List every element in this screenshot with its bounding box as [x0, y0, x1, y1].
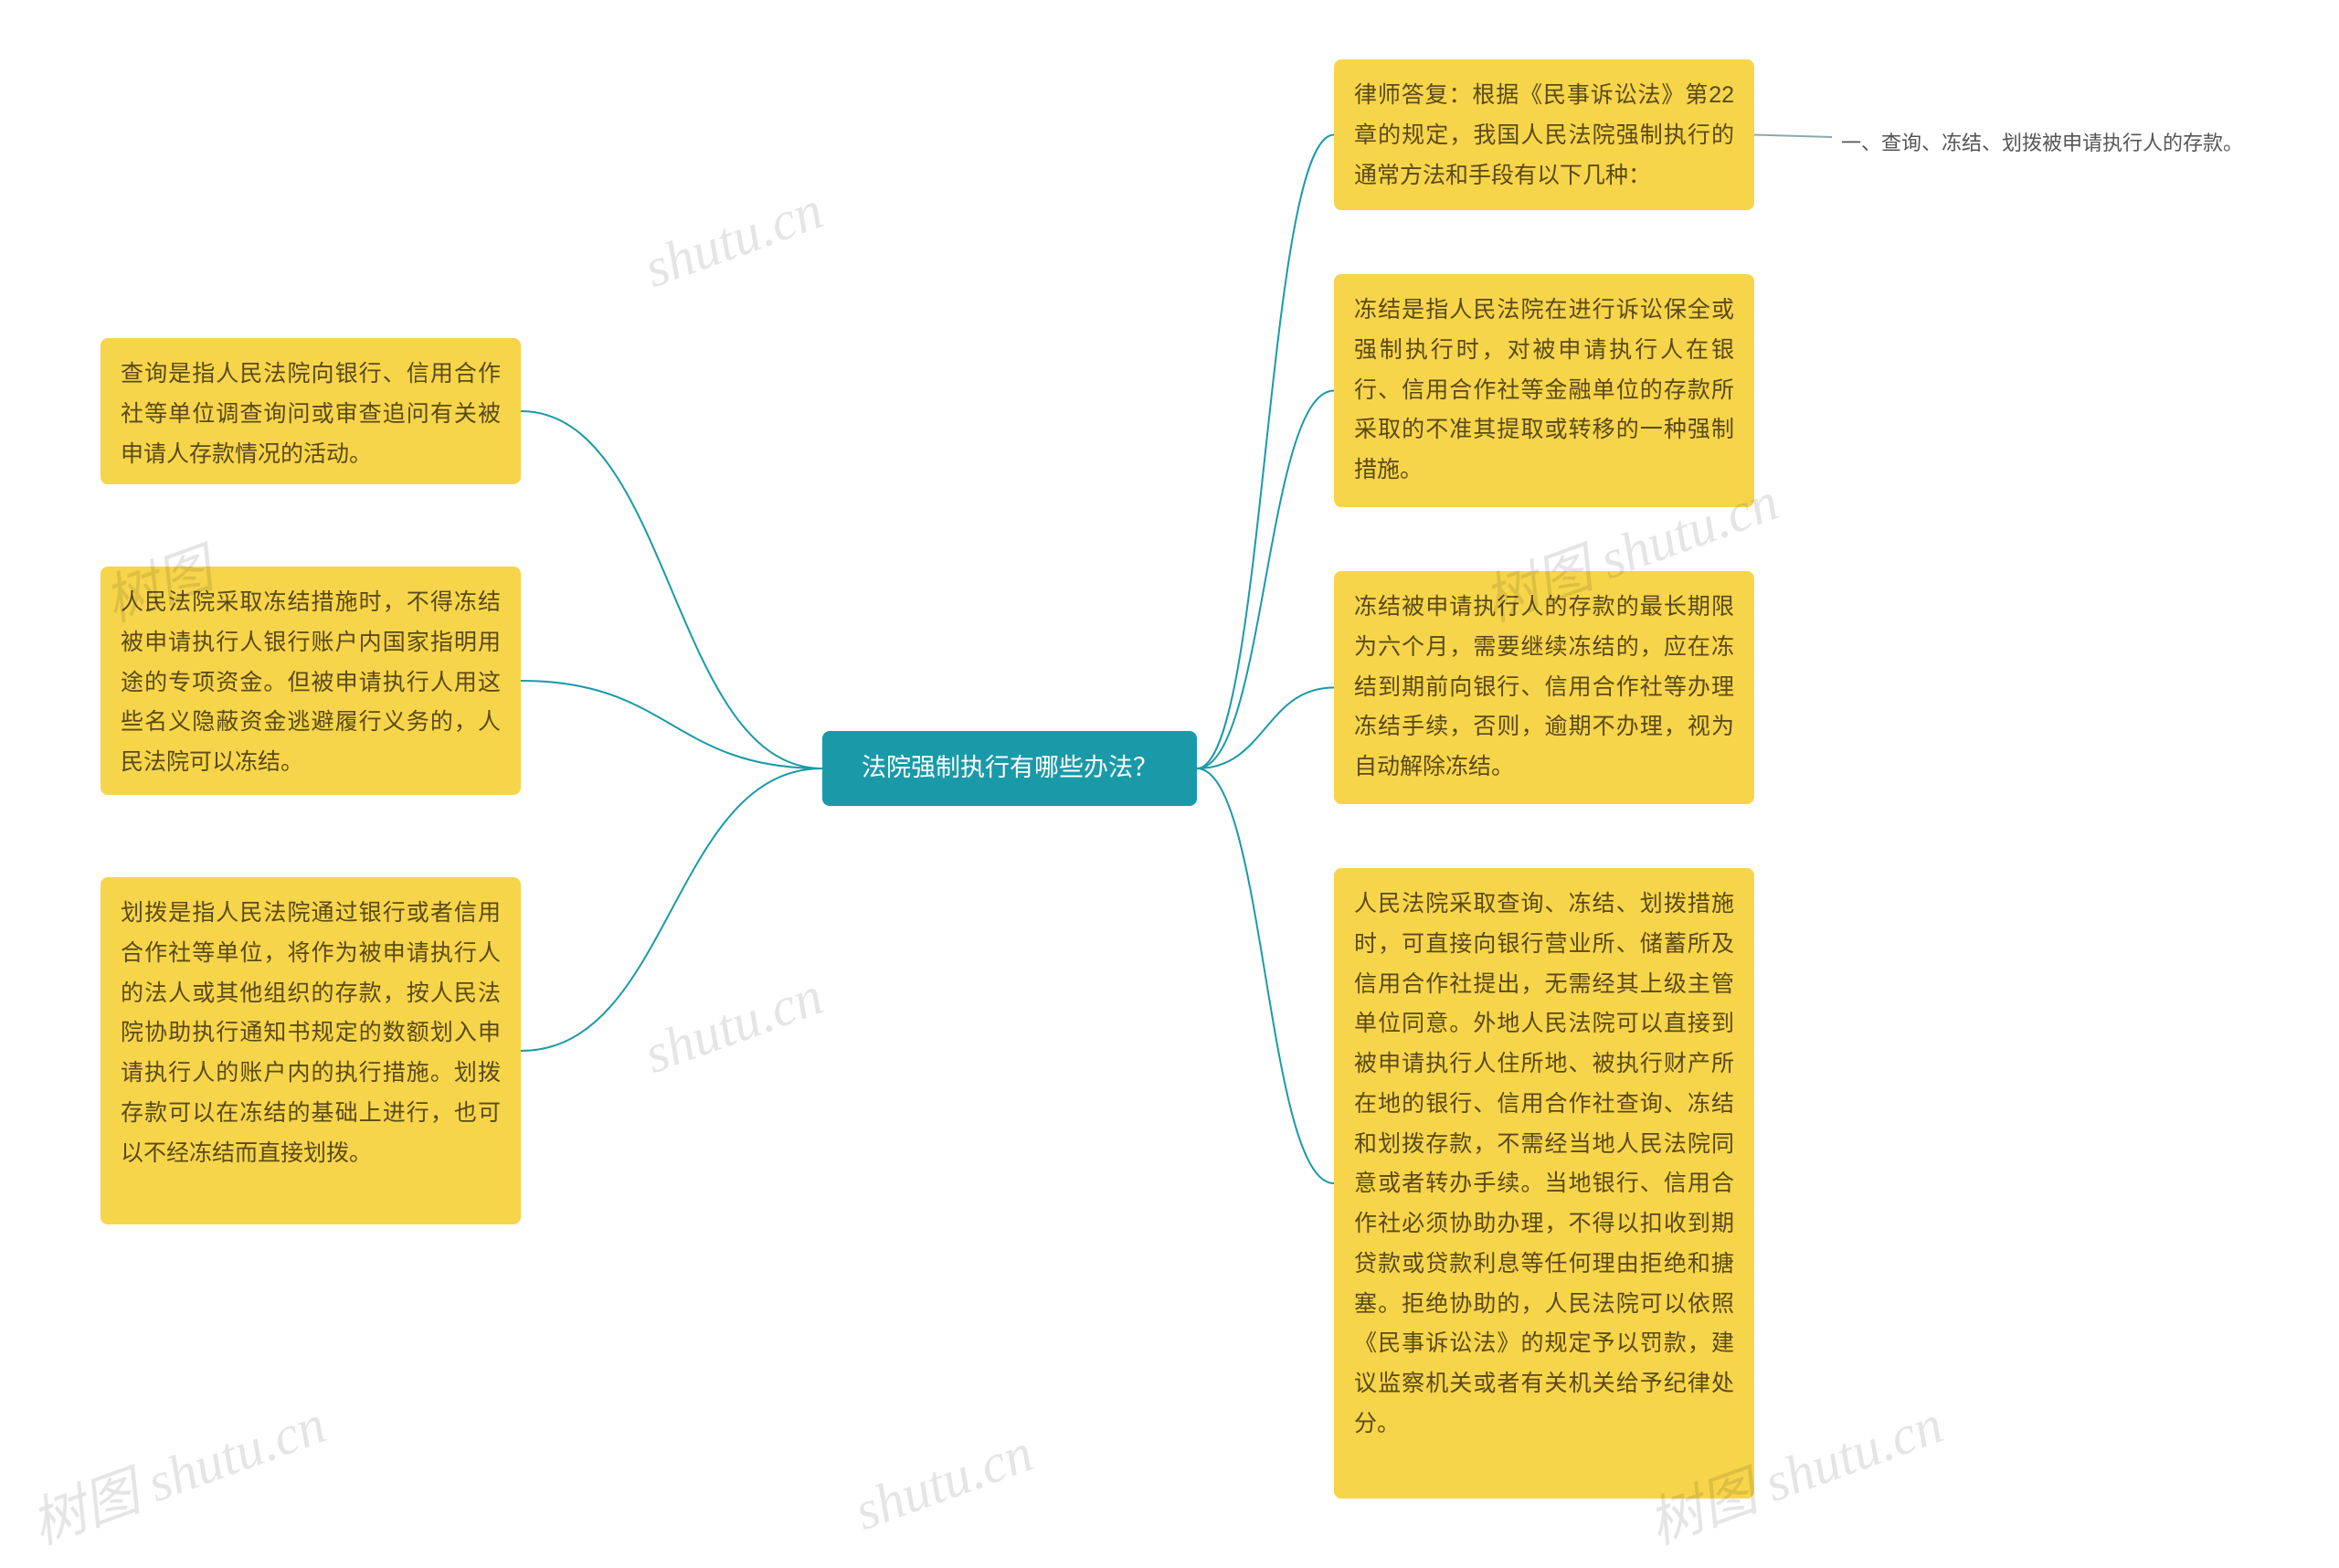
watermark-text: shutu.cn [636, 178, 831, 301]
watermark-text: shutu.cn [636, 964, 831, 1086]
mindmap-branch-node[interactable]: 划拨是指人民法院通过银行或者信用合作社等单位，将作为被申请执行人的法人或其他组织… [101, 877, 521, 1224]
mindmap-center-node[interactable]: 法院强制执行有哪些办法？ [822, 731, 1197, 806]
mindmap-branch-node[interactable]: 冻结是指人民法院在进行诉讼保全或强制执行时，对被申请执行人在银行、信用合作社等金… [1334, 274, 1754, 507]
watermark-text: 树图 shutu.cn [18, 1380, 334, 1560]
mindmap-branch-node[interactable]: 人民法院采取查询、冻结、划拨措施时，可直接向银行营业所、储蓄所及信用合作社提出，… [1334, 868, 1754, 1499]
watermark-text: shutu.cn [846, 1421, 1041, 1543]
mindmap-leaf-node[interactable]: 一、查询、冻结、划拨被申请执行人的存款。 [1841, 126, 2243, 162]
mindmap-branch-node[interactable]: 律师答复：根据《民事诉讼法》第22章的规定，我国人民法院强制执行的通常方法和手段… [1334, 59, 1754, 210]
mindmap-branch-node[interactable]: 查询是指人民法院向银行、信用合作社等单位调查询问或审查追问有关被申请人存款情况的… [101, 338, 521, 484]
